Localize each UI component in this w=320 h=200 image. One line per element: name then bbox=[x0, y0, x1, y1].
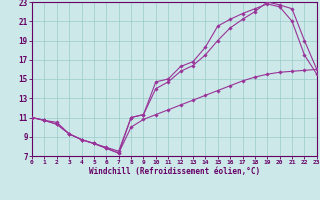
X-axis label: Windchill (Refroidissement éolien,°C): Windchill (Refroidissement éolien,°C) bbox=[89, 167, 260, 176]
